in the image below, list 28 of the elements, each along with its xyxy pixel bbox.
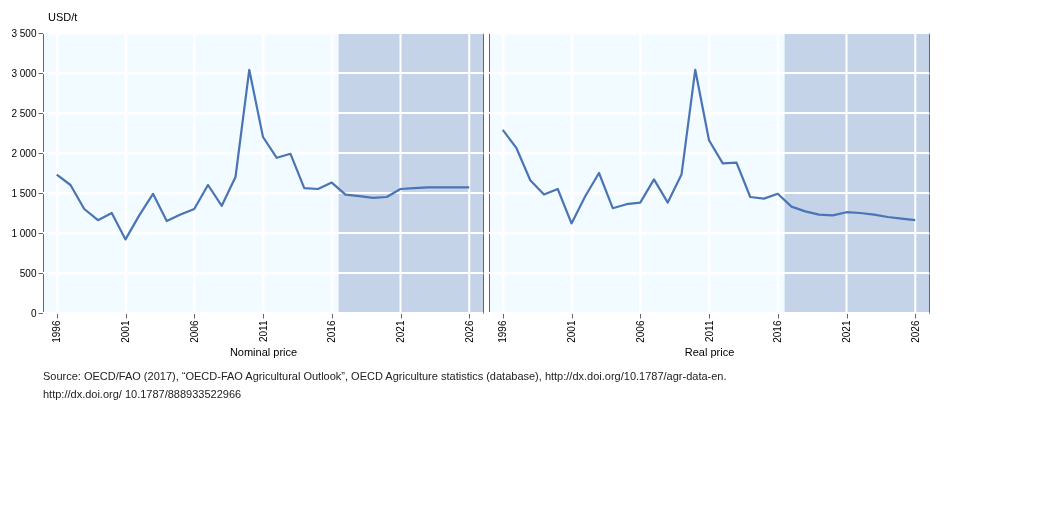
x-tick-label: 1996 — [497, 320, 509, 343]
x-tick-label: 2026 — [463, 320, 475, 343]
x-tick-label: 2021 — [395, 320, 406, 343]
y-tick-label: 3 000 — [11, 67, 37, 79]
y-tick-label: 1 000 — [11, 227, 37, 239]
source-note: Source: OECD/FAO (2017), “OECD-FAO Agricultural Outlook”, OECD Agriculture statistics (database), http://dx.doi.org/10.1787/agr-data-en. — [43, 370, 727, 382]
x-tick-label: 1996 — [51, 320, 63, 343]
x-tick-label: 2001 — [120, 320, 131, 343]
line-series — [55, 68, 471, 241]
x-tick-label: 2021 — [841, 320, 852, 343]
x-tick-label: 2006 — [634, 320, 646, 343]
y-tick-label: 0 — [30, 307, 37, 319]
y-tick-label: 500 — [19, 267, 37, 279]
x-tick-label: 2026 — [909, 320, 921, 343]
x-tick-label: 2016 — [326, 320, 338, 343]
x-tick-label: 2011 — [703, 320, 715, 343]
x-tick-label: 2001 — [566, 320, 577, 343]
text: http://dx.doi.org/ 10.1787/888933522966 — [43, 388, 242, 400]
x-tick-label: 2016 — [772, 320, 784, 343]
y-axis-title: USD/t — [48, 11, 78, 23]
y-tick-label: 2 500 — [11, 107, 37, 119]
x-tick-label: 2011 — [257, 320, 269, 343]
x-tick-label: 2006 — [188, 320, 200, 343]
y-tick-label: 1 500 — [11, 187, 37, 199]
x-axis-title: Real price — [684, 345, 735, 358]
x-axis-title: Nominal price — [229, 345, 298, 358]
y-tick-label: 3 500 — [11, 27, 37, 39]
y-tick-label: 2 000 — [11, 147, 37, 159]
